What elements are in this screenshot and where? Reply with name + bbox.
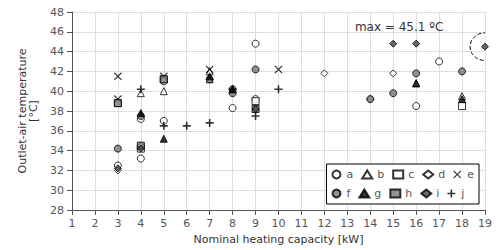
- svg-text:7: 7: [206, 217, 213, 230]
- svg-text:3: 3: [114, 217, 121, 230]
- svg-text:e: e: [467, 168, 474, 181]
- svg-text:48: 48: [50, 6, 64, 19]
- svg-text:40: 40: [50, 85, 64, 98]
- svg-text:9: 9: [252, 217, 259, 230]
- svg-text:j: j: [460, 187, 464, 200]
- svg-text:max = 45.1 ºC: max = 45.1 ºC: [355, 20, 443, 34]
- svg-text:Outlet-air temperature: Outlet-air temperature: [16, 48, 30, 174]
- svg-text:19: 19: [478, 217, 492, 230]
- svg-text:12: 12: [317, 217, 331, 230]
- svg-text:32: 32: [50, 164, 64, 177]
- svg-text:5: 5: [160, 217, 167, 230]
- svg-text:h: h: [405, 187, 412, 200]
- svg-text:44: 44: [50, 45, 64, 58]
- svg-text:4: 4: [137, 217, 144, 230]
- svg-text:34: 34: [50, 144, 64, 157]
- svg-text:46: 46: [50, 25, 64, 38]
- svg-text:30: 30: [50, 184, 64, 197]
- svg-text:18: 18: [455, 217, 469, 230]
- svg-text:42: 42: [50, 65, 64, 78]
- svg-text:10: 10: [272, 217, 286, 230]
- svg-text:17: 17: [432, 217, 446, 230]
- svg-text:g: g: [374, 187, 381, 200]
- svg-text:36: 36: [50, 124, 64, 137]
- svg-text:2: 2: [91, 217, 98, 230]
- svg-text:i: i: [436, 187, 439, 200]
- svg-text:a: a: [346, 168, 353, 181]
- svg-text:6: 6: [183, 217, 190, 230]
- svg-text:15: 15: [386, 217, 400, 230]
- svg-text:11: 11: [294, 217, 308, 230]
- svg-text:13: 13: [340, 217, 354, 230]
- svg-text:Nominal heating capacity [kW]: Nominal heating capacity [kW]: [193, 233, 363, 246]
- svg-text:1: 1: [69, 217, 76, 230]
- svg-text:16: 16: [409, 217, 423, 230]
- svg-text:[°C]: [°C]: [27, 100, 40, 122]
- svg-text:d: d: [438, 168, 445, 181]
- svg-text:c: c: [408, 168, 414, 181]
- svg-text:38: 38: [50, 105, 64, 118]
- svg-text:b: b: [377, 168, 384, 181]
- svg-text:14: 14: [363, 217, 377, 230]
- svg-text:8: 8: [229, 217, 236, 230]
- svg-text:f: f: [346, 187, 351, 200]
- svg-text:28: 28: [50, 204, 64, 217]
